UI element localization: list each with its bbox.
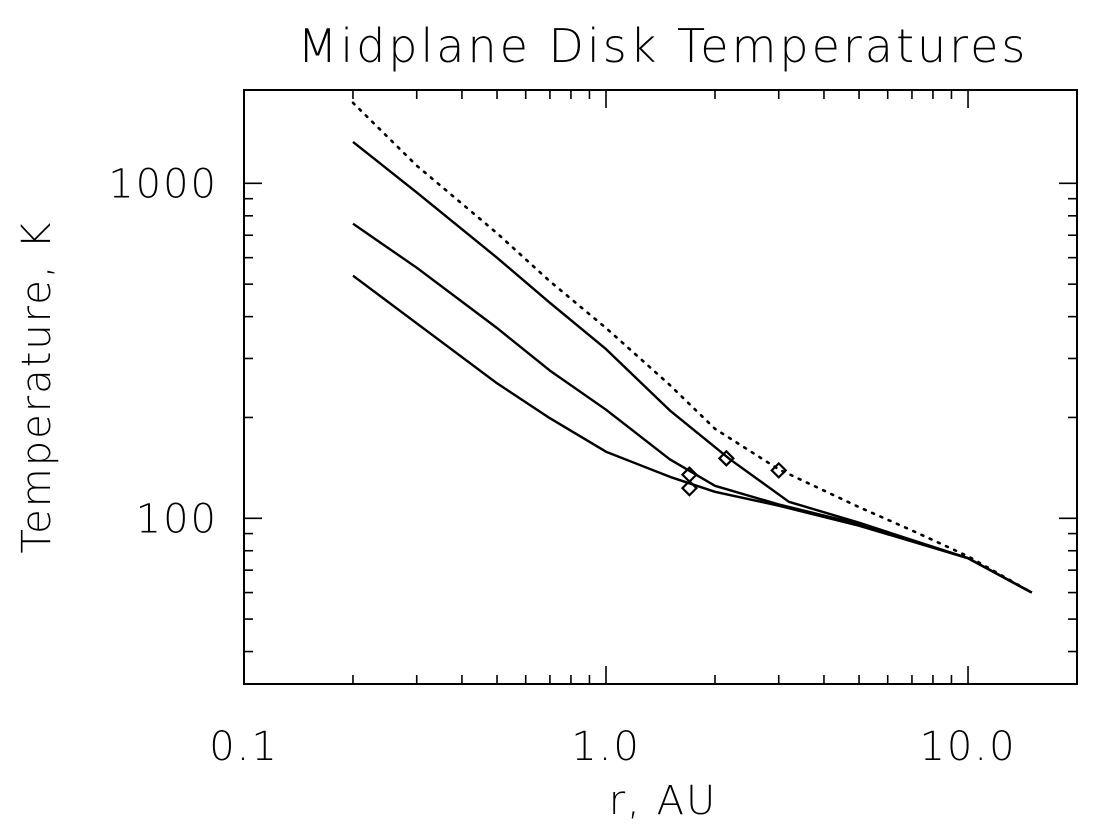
y-tick-label: 1000 — [108, 161, 218, 207]
series-line-4 — [352, 274, 1033, 594]
series-line-3 — [352, 222, 1033, 594]
y-axis-label: Temperature, K — [14, 220, 60, 553]
series-line-1 — [351, 101, 1034, 594]
series-layer — [351, 101, 1034, 594]
x-tick-label: 0.1 — [209, 724, 279, 770]
y-tick-label: 100 — [136, 496, 218, 542]
diamond-marker — [680, 479, 698, 497]
axis-ticks — [243, 90, 1078, 684]
plot-frame — [243, 89, 1078, 685]
diamond-marker — [770, 461, 788, 479]
series-line-2 — [352, 140, 1033, 594]
diamond-marker — [717, 449, 735, 467]
tick-labels: 0.1 1.0 10.0 100 1000 — [108, 161, 1016, 770]
x-tick-label: 10.0 — [919, 724, 1016, 770]
chart-title: Midplane Disk Temperatures — [298, 19, 1029, 73]
x-axis-label: r, AU — [609, 778, 718, 824]
markers-layer — [680, 449, 788, 497]
x-tick-label: 1.0 — [571, 724, 641, 770]
